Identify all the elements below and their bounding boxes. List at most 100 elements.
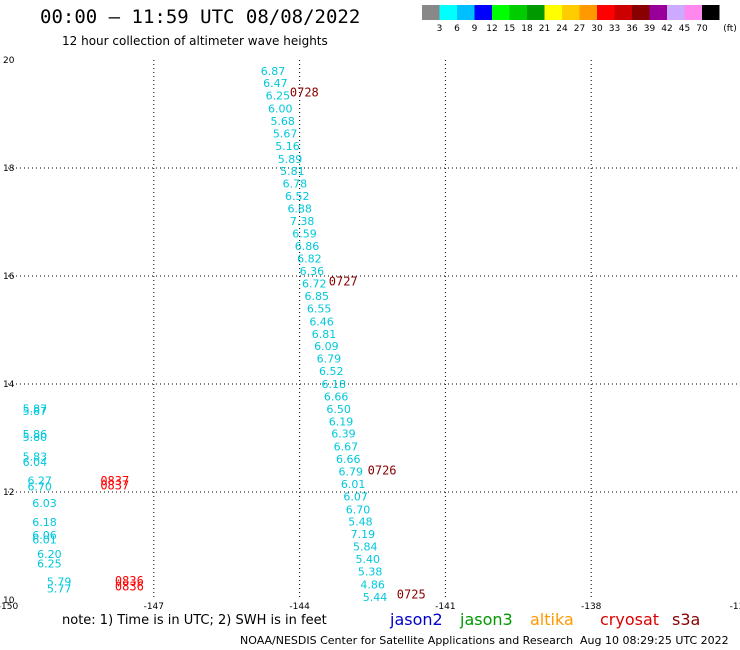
legend-label: 42 [661, 24, 672, 34]
wave-height-point: 5.81 [280, 165, 305, 178]
x-tick-label: -144 [289, 602, 310, 610]
wave-height-point: 5.48 [348, 516, 373, 529]
legend-swatch [579, 5, 597, 20]
y-tick-label: 18 [3, 164, 15, 174]
legend-swatch [649, 5, 667, 20]
wave-height-point: 5.68 [270, 115, 295, 128]
wave-height-point: 6.88 [287, 203, 312, 216]
wave-height-point: 5.67 [273, 127, 298, 140]
wave-height-point: 5.86 [23, 428, 48, 441]
legend-unit: (ft) [723, 24, 737, 34]
wave-height-point: 7.19 [351, 528, 376, 541]
legend-swatch [492, 5, 510, 20]
y-tick-label: 20 [3, 56, 15, 66]
satellite-label-jason3: jason3 [460, 610, 513, 629]
wave-height-point: 6.47 [263, 77, 288, 90]
wave-height-point: 6.00 [268, 103, 293, 116]
x-tick-label: -147 [144, 602, 164, 610]
wave-height-point: 6.46 [309, 315, 334, 328]
time-annotation: 0837 [100, 479, 129, 493]
legend-swatch [457, 5, 475, 20]
wave-height-point: 6.79 [338, 465, 363, 478]
legend-label: 21 [539, 24, 550, 34]
credit-text: NOAA/NESDIS Center for Satellite Applica… [240, 634, 574, 647]
time-annotation: 0726 [368, 463, 397, 477]
wave-height-point: 6.01 [32, 534, 57, 547]
wave-height-point: 4.86 [360, 578, 385, 591]
footnote: note: 1) Time is in UTC; 2) SWH is in fe… [62, 613, 327, 628]
wave-height-point: 6.82 [297, 253, 322, 266]
satellite-label-altika: altika [530, 610, 574, 629]
wave-height-point: 6.01 [341, 478, 366, 491]
wave-height-point: 6.03 [32, 497, 57, 510]
timestamp-text: Aug 10 08:29:25 UTC 2022 [580, 634, 729, 647]
legend-swatch [439, 5, 457, 20]
wave-height-point: 5.38 [358, 565, 383, 578]
wave-height-point: 5.44 [363, 591, 388, 604]
wave-height-point: 6.39 [331, 428, 356, 441]
legend-label: 30 [591, 24, 603, 34]
wave-height-plot: 101214161820-150-147-144-141-138-136.876… [0, 56, 740, 610]
legend-swatch [509, 5, 527, 20]
y-tick-label: 12 [3, 488, 14, 498]
x-tick-label: -13 [730, 602, 740, 610]
time-annotation: 0836 [115, 574, 144, 588]
legend-swatch [474, 5, 492, 20]
wave-height-point: 6.66 [324, 390, 349, 403]
time-annotation: 0836 [115, 580, 144, 594]
wave-height-point: 6.67 [334, 441, 359, 454]
legend-label: 9 [472, 24, 478, 34]
legend-swatch [614, 5, 632, 20]
wave-height-point: 6.36 [300, 265, 325, 278]
wave-height-point: 6.52 [285, 190, 310, 203]
y-tick-label: 10 [3, 596, 15, 606]
time-annotation: 0728 [290, 85, 319, 99]
satellite-label-s3a: s3a [672, 610, 701, 629]
time-annotation: 0837 [100, 474, 129, 488]
wave-height-point: 6.18 [32, 516, 57, 529]
legend-swatch [684, 5, 702, 20]
satellite-label-cryosat: cryosat [600, 610, 660, 629]
wave-height-point: 6.09 [314, 340, 339, 353]
x-tick-label: -141 [435, 602, 455, 610]
legend-swatch [597, 5, 615, 20]
legend-label: 18 [521, 24, 533, 34]
wave-height-point: 5.83 [23, 450, 48, 463]
wave-height-point: 6.87 [261, 65, 286, 78]
time-annotation: 0727 [329, 274, 358, 288]
legend-label: 24 [556, 24, 568, 34]
x-tick-label: -138 [581, 602, 602, 610]
legend-swatch [667, 5, 685, 20]
wave-height-point: 5.84 [353, 541, 378, 554]
wave-height-point: 6.18 [321, 378, 346, 391]
satellite-label-jason2: jason2 [390, 610, 443, 629]
legend-label: 45 [679, 24, 690, 34]
wave-height-point: 6.19 [329, 415, 354, 428]
legend-swatch [422, 5, 440, 20]
wave-height-point: 6.81 [312, 328, 337, 341]
legend-swatch [527, 5, 545, 20]
legend-label: 70 [696, 24, 708, 34]
legend-label: 27 [574, 24, 585, 34]
legend-label: 39 [644, 24, 656, 34]
wave-height-point: 6.04 [23, 456, 48, 469]
x-tick-label: -150 [0, 602, 18, 610]
wave-height-point: 6.72 [302, 278, 327, 291]
wave-height-point: 6.66 [336, 453, 361, 466]
chart-subtitle: 12 hour collection of altimeter wave hei… [62, 34, 328, 48]
wave-height-point: 5.40 [355, 553, 380, 566]
wave-height-point: 6.07 [343, 490, 368, 503]
wave-height-point: 6.85 [304, 290, 329, 303]
chart-title: 00:00 – 11:59 UTC 08/08/2022 [40, 6, 361, 28]
legend-label: 6 [454, 24, 460, 34]
wave-height-point: 6.25 [37, 557, 62, 570]
wave-height-point: 6.59 [292, 227, 317, 240]
color-legend: 3 6 9 12 15 18 21 24 27 30 33 36 39 42 45 70 (ft) [422, 5, 737, 34]
wave-height-point: 6.78 [283, 178, 308, 191]
legend-label: 3 [437, 24, 443, 34]
y-tick-label: 14 [3, 380, 15, 390]
wave-height-point: 6.20 [37, 548, 62, 561]
wave-height-point: 6.50 [326, 403, 351, 416]
wave-height-point: 5.87 [23, 402, 48, 415]
wave-height-point: 5.77 [47, 583, 72, 596]
